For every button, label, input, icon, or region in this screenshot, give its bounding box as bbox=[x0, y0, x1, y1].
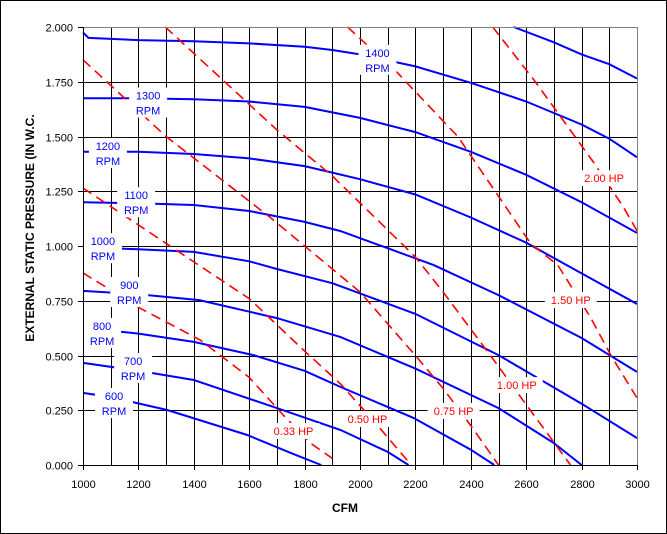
rpm-curve bbox=[513, 26, 638, 80]
hp-label-text: 0.50 HP bbox=[348, 414, 388, 426]
rpm-label: 1400 RPM bbox=[358, 44, 397, 75]
y-tick-label: 2.000 bbox=[45, 23, 73, 35]
x-tick-label: 1800 bbox=[293, 479, 317, 491]
x-tick-label: 3000 bbox=[625, 479, 649, 491]
x-tick-label: 2800 bbox=[570, 479, 594, 491]
hp-label: 0.33 HP bbox=[267, 423, 320, 440]
rpm-value: 1000 bbox=[91, 236, 115, 248]
rpm-label: 700 RPM bbox=[114, 352, 153, 383]
hp-label-text: 0.33 HP bbox=[274, 426, 314, 438]
rpm-curve bbox=[82, 31, 638, 159]
x-tick-label: 2400 bbox=[459, 479, 483, 491]
label-background bbox=[114, 352, 153, 383]
rpm-unit: RPM bbox=[117, 295, 141, 307]
hp-label: 0.75 HP bbox=[427, 402, 480, 419]
label-background bbox=[578, 170, 631, 187]
y-tick-label: 0.500 bbox=[45, 352, 73, 364]
rpm-curve bbox=[82, 289, 583, 466]
label-background bbox=[117, 187, 156, 218]
rpm-unit: RPM bbox=[365, 63, 389, 75]
rpm-label: 1200 RPM bbox=[88, 137, 127, 168]
y-tick-label: 1.750 bbox=[45, 78, 73, 90]
y-tick-label: 1.500 bbox=[45, 133, 73, 145]
label-background bbox=[95, 388, 134, 419]
hp-curve bbox=[82, 59, 500, 466]
hp-label: 2.00 HP bbox=[578, 170, 631, 187]
y-tick-label: 0.750 bbox=[45, 297, 73, 309]
label-background bbox=[544, 292, 597, 309]
axes: 1000 1200 1400 1600 1800 2000 2200 2400 2600 2800… bbox=[45, 23, 649, 492]
rpm-value: 1200 bbox=[96, 141, 120, 153]
label-background bbox=[110, 276, 149, 307]
x-axis-title: CFM bbox=[332, 501, 358, 515]
rpm-unit: RPM bbox=[96, 156, 120, 168]
hp-label-text: 1.00 HP bbox=[497, 380, 537, 392]
label-background bbox=[267, 423, 320, 440]
rpm-curve bbox=[82, 326, 495, 466]
hp-label-text: 0.75 HP bbox=[434, 406, 474, 418]
rpm-value: 1100 bbox=[124, 190, 148, 202]
rpm-value: 1300 bbox=[136, 91, 160, 103]
hp-curve bbox=[346, 26, 638, 399]
label-background bbox=[88, 137, 127, 168]
x-tick-label: 1000 bbox=[71, 479, 95, 491]
hp-label: 1.50 HP bbox=[544, 292, 597, 309]
x-tick-label: 1600 bbox=[237, 479, 261, 491]
hp-label: 0.50 HP bbox=[341, 411, 394, 428]
hp-label-text: 2.00 HP bbox=[584, 173, 624, 185]
label-background bbox=[341, 411, 394, 428]
rpm-unit: RPM bbox=[102, 406, 126, 418]
rpm-label: 1300 RPM bbox=[129, 87, 168, 118]
rpm-curves bbox=[82, 26, 638, 466]
rpm-value: 900 bbox=[120, 280, 138, 292]
curve-labels: 1400 RPM 1300 RPM 1200 RPM 1100 RPM 1000 RPM 900 RP… bbox=[83, 44, 631, 440]
hp-label-text: 1.50 HP bbox=[551, 295, 591, 307]
y-tick-label: 1.000 bbox=[45, 242, 73, 254]
rpm-unit: RPM bbox=[91, 251, 115, 263]
y-tick-label: 1.250 bbox=[45, 187, 73, 199]
x-tick-label: 2000 bbox=[348, 479, 372, 491]
x-tick-label: 2200 bbox=[403, 479, 427, 491]
rpm-curve bbox=[82, 201, 638, 373]
hp-curve bbox=[82, 272, 333, 460]
rpm-label: 900 RPM bbox=[110, 276, 149, 307]
rpm-value: 600 bbox=[105, 391, 123, 403]
rpm-unit: RPM bbox=[136, 106, 160, 118]
label-background bbox=[490, 377, 543, 394]
y-tick-label: 0.000 bbox=[45, 461, 73, 473]
label-background bbox=[427, 402, 480, 419]
x-tick-label: 1400 bbox=[182, 479, 206, 491]
rpm-unit: RPM bbox=[121, 371, 145, 383]
rpm-value: 1400 bbox=[365, 48, 389, 60]
rpm-label: 800 RPM bbox=[83, 317, 122, 348]
y-axis-title: EXTERNAL STATIC PRESSURE (IN W.C. bbox=[23, 114, 37, 341]
y-tick-label: 0.250 bbox=[45, 406, 73, 418]
rpm-label: 600 RPM bbox=[95, 388, 134, 419]
rpm-unit: RPM bbox=[124, 205, 148, 217]
rpm-value: 800 bbox=[93, 321, 111, 333]
x-tick-label: 1200 bbox=[126, 479, 150, 491]
hp-curve bbox=[164, 26, 572, 466]
hp-label: 1.00 HP bbox=[490, 377, 543, 394]
label-background bbox=[83, 233, 122, 264]
rpm-label: 1100 RPM bbox=[117, 187, 156, 218]
rpm-label: 1000 RPM bbox=[83, 233, 122, 264]
label-background bbox=[358, 44, 397, 75]
x-tick-label: 2600 bbox=[514, 479, 538, 491]
label-background bbox=[129, 87, 168, 118]
label-background bbox=[83, 317, 122, 348]
rpm-unit: RPM bbox=[90, 336, 114, 348]
rpm-curve bbox=[83, 97, 638, 234]
hp-curve bbox=[492, 26, 638, 232]
rpm-value: 700 bbox=[124, 356, 142, 368]
